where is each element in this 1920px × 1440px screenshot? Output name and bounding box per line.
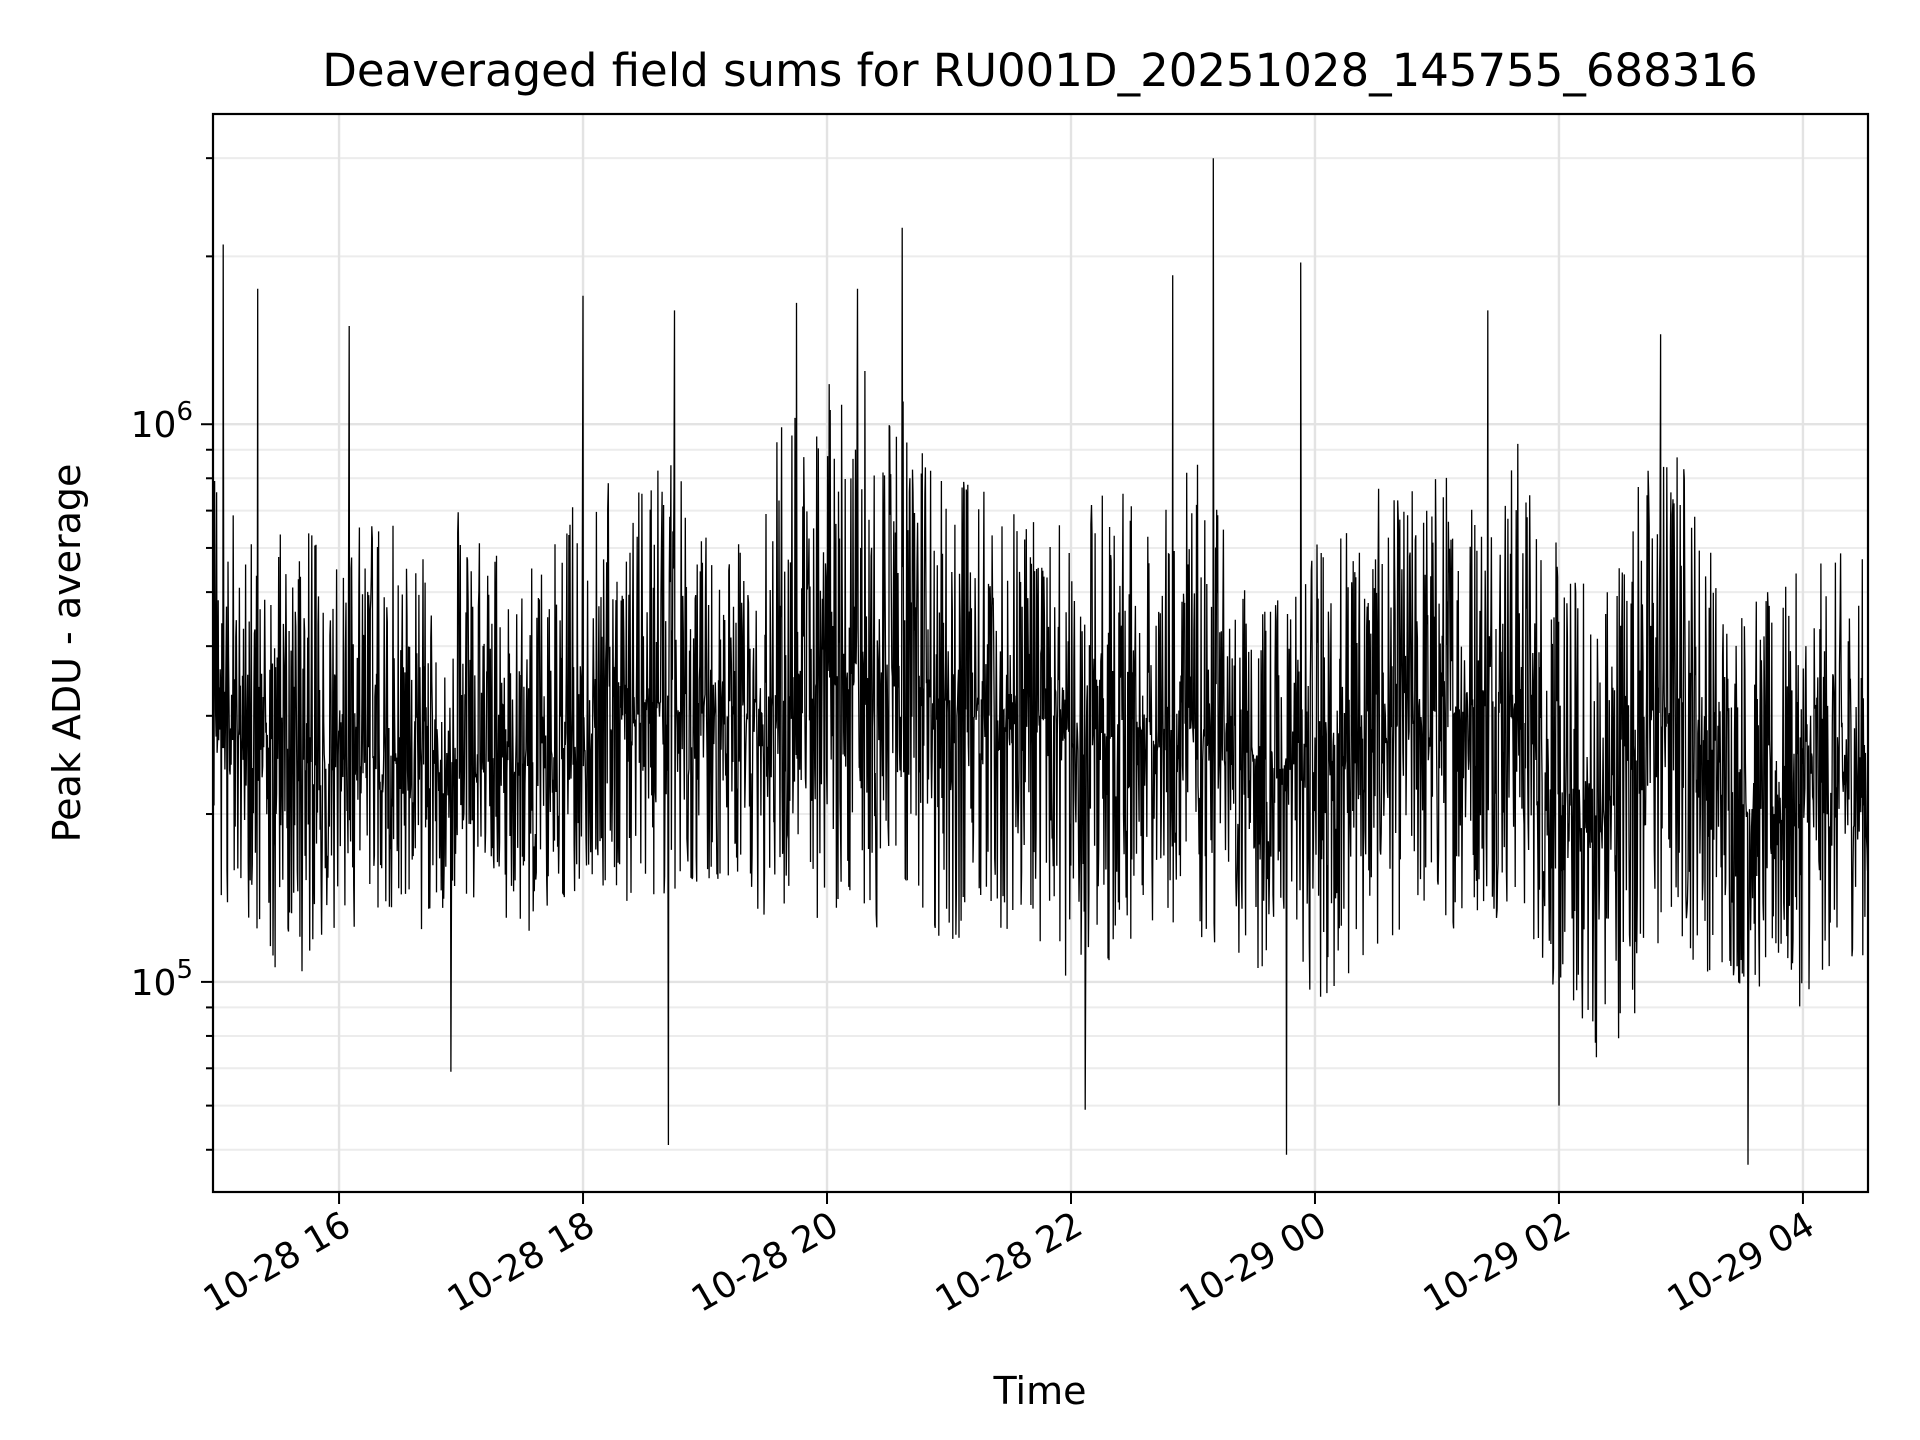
y-axis-label: Peak ADU - average	[45, 464, 89, 843]
series-trace	[213, 158, 1868, 1165]
x-tick-label: 10-29 00	[1173, 1204, 1334, 1320]
series-line	[213, 158, 1868, 1165]
x-tick-label: 10-29 04	[1661, 1204, 1822, 1320]
y-tick-label: 106	[131, 397, 193, 446]
y-tick-label: 105	[131, 955, 193, 1004]
x-tick-label: 10-29 02	[1417, 1204, 1578, 1320]
x-tick-label: 10-28 16	[197, 1204, 358, 1320]
x-tick-label: 10-28 18	[441, 1204, 602, 1320]
chart-title: Deaveraged field sums for RU001D_2025102…	[322, 44, 1757, 97]
plot-frame	[211, 112, 1870, 1194]
x-tick-label: 10-28 20	[685, 1204, 846, 1320]
x-axis-label: Time	[993, 1369, 1087, 1413]
x-tick-label: 10-28 22	[929, 1204, 1090, 1320]
